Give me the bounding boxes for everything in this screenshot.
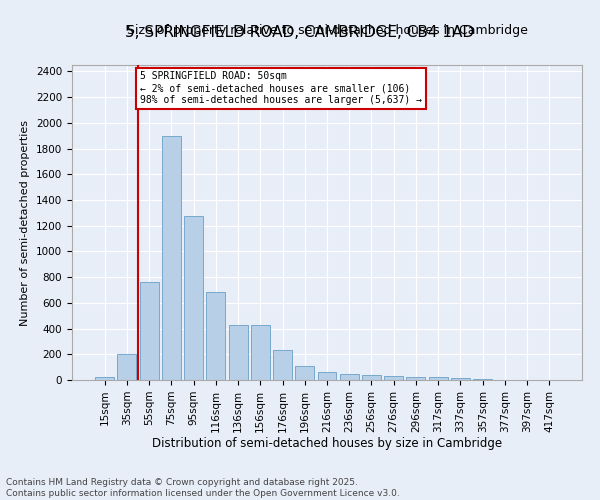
Title: Size of property relative to semi-detached houses in Cambridge: Size of property relative to semi-detach… [127, 24, 527, 38]
Bar [273, 350, 292, 380]
Bar [251, 324, 270, 380]
Y-axis label: Number of semi-detached properties: Number of semi-detached properties [20, 120, 31, 326]
Bar [140, 282, 158, 380]
Text: Contains HM Land Registry data © Crown copyright and database right 2025.
Contai: Contains HM Land Registry data © Crown c… [6, 478, 400, 498]
Bar [317, 372, 337, 380]
Bar [429, 378, 448, 380]
Bar [340, 374, 359, 380]
Bar [118, 354, 136, 380]
Text: 5 SPRINGFIELD ROAD: 50sqm
← 2% of semi-detached houses are smaller (106)
98% of : 5 SPRINGFIELD ROAD: 50sqm ← 2% of semi-d… [140, 72, 422, 104]
Bar [406, 377, 425, 380]
Bar [162, 136, 181, 380]
Bar [206, 292, 225, 380]
X-axis label: Distribution of semi-detached houses by size in Cambridge: Distribution of semi-detached houses by … [152, 438, 502, 450]
Text: 5, SPRINGFIELD ROAD, CAMBRIDGE, CB4 1AD: 5, SPRINGFIELD ROAD, CAMBRIDGE, CB4 1AD [125, 25, 475, 40]
Bar [295, 366, 314, 380]
Bar [362, 375, 381, 380]
Bar [384, 376, 403, 380]
Bar [95, 377, 114, 380]
Bar [229, 324, 248, 380]
Bar [184, 216, 203, 380]
Bar [451, 378, 470, 380]
